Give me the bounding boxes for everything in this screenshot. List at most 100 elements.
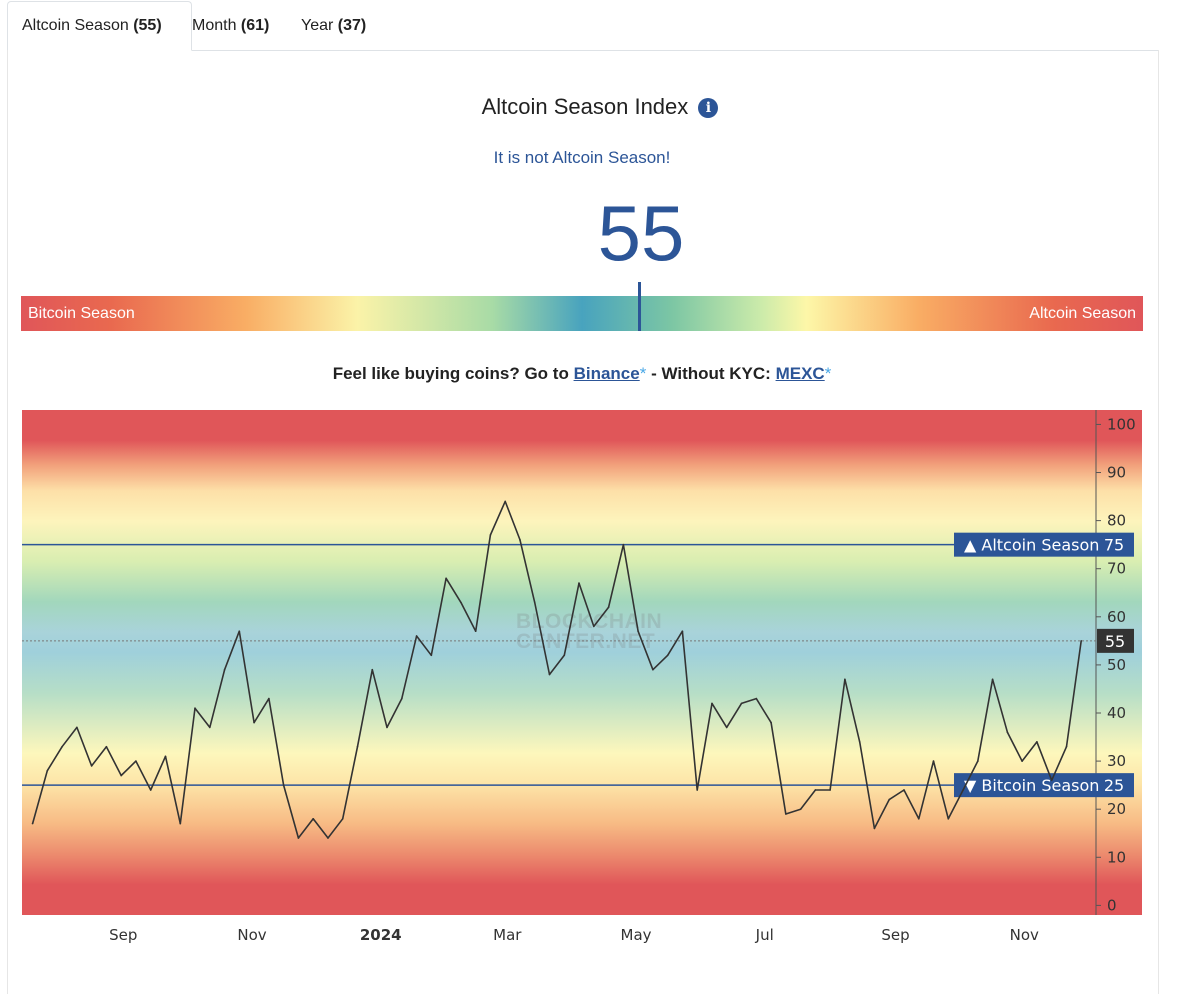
data-point <box>341 818 344 820</box>
y-tick-label: 80 <box>1107 512 1126 530</box>
data-point <box>1065 745 1068 748</box>
current-value-tag <box>1097 628 1134 653</box>
tab-month[interactable]: Month (61) <box>192 2 269 49</box>
y-tick-label: 90 <box>1107 464 1126 482</box>
data-point <box>474 630 477 633</box>
data-point <box>430 654 433 657</box>
threshold-label: ▼ Bitcoin Season <box>964 776 1099 795</box>
info-icon[interactable]: i <box>698 98 719 118</box>
y-tick-label: 70 <box>1107 560 1126 578</box>
season-gauge: Bitcoin Season Altcoin Season <box>21 282 1143 331</box>
x-tick-label: Sep <box>109 926 137 944</box>
data-point <box>814 789 817 791</box>
tab-altcoin-season[interactable]: Altcoin Season (55) <box>7 1 192 51</box>
data-point <box>297 837 300 839</box>
gauge-marker <box>638 282 641 331</box>
index-value: 55 <box>597 189 685 277</box>
data-point <box>962 789 964 791</box>
data-point <box>105 745 108 748</box>
x-tick-label: 2024 <box>360 926 402 944</box>
data-point <box>844 678 846 681</box>
data-point <box>415 635 418 637</box>
data-point <box>149 789 152 791</box>
gauge-right-label: Altcoin Season <box>1029 305 1136 322</box>
x-tick-label: Jul <box>755 926 774 944</box>
data-point <box>31 822 34 825</box>
data-point <box>740 702 743 705</box>
binance-link[interactable]: Binance <box>573 364 640 383</box>
tab-bar: Altcoin Season (55) Month (61) Year (37) <box>7 0 1158 51</box>
data-point <box>371 668 374 671</box>
threshold-tag <box>954 532 1134 557</box>
data-point <box>785 813 787 815</box>
y-tick-label: 100 <box>1107 415 1136 433</box>
tab-count: (61) <box>240 17 270 34</box>
data-point <box>829 789 831 791</box>
data-point <box>282 784 285 786</box>
data-point <box>208 726 211 729</box>
data-point <box>489 534 492 536</box>
tab-count: (55) <box>133 17 162 34</box>
promo-middle: - Without KYC: <box>651 364 771 383</box>
mexc-star: * <box>824 364 832 383</box>
data-point <box>578 582 580 584</box>
data-point <box>873 827 876 830</box>
data-point <box>858 741 861 743</box>
data-point <box>977 760 979 762</box>
data-point <box>194 707 196 709</box>
x-tick-label: Mar <box>493 926 522 944</box>
promo-line: Feel like buying coins? Go to Binance* -… <box>0 364 1164 384</box>
gauge-left-label: Bitcoin Season <box>28 305 135 322</box>
data-point <box>1050 779 1053 782</box>
threshold-value: 75 <box>1104 536 1124 555</box>
data-point <box>548 673 551 676</box>
data-point <box>652 668 654 671</box>
data-point <box>312 818 314 820</box>
threshold-value: 25 <box>1104 776 1124 795</box>
y-tick-label: 40 <box>1107 704 1126 722</box>
tab-count: (37) <box>337 17 367 34</box>
data-point <box>563 654 566 657</box>
tab-label: Altcoin Season <box>22 17 129 34</box>
data-point <box>356 745 359 748</box>
data-point <box>238 630 241 633</box>
data-point <box>681 630 684 633</box>
altcoin-season-chart: 0 10 20 30 40 50 60 70 80 90 100 Sep Nov 2024 Mar May Ju… <box>22 410 1136 944</box>
x-tick-label: Nov <box>1010 926 1039 944</box>
data-point <box>445 577 447 580</box>
current-value-label: 55 <box>1105 632 1125 651</box>
data-point <box>519 539 521 541</box>
data-point <box>253 721 255 724</box>
y-tick-label: 20 <box>1107 800 1126 818</box>
mexc-link[interactable]: MEXC <box>775 364 825 383</box>
tab-label: Month <box>192 17 237 34</box>
tab-label: Year <box>301 17 334 34</box>
data-point <box>179 822 182 825</box>
watermark: BLOCKCHAIN CENTER.NET <box>516 610 663 653</box>
data-point <box>268 697 270 700</box>
chart-background <box>22 410 1142 915</box>
data-point <box>622 543 625 546</box>
data-point <box>932 760 935 762</box>
data-point <box>164 755 167 758</box>
x-tick-label: Sep <box>881 926 909 944</box>
data-point <box>504 500 506 503</box>
y-tick-label: 10 <box>1107 848 1126 866</box>
data-point <box>917 818 920 820</box>
page-title: Altcoin Season Index i <box>0 94 1200 120</box>
data-point <box>1080 640 1083 642</box>
data-point <box>607 606 610 608</box>
data-point <box>725 726 728 729</box>
data-point <box>888 798 891 801</box>
tab-year[interactable]: Year (37) <box>301 2 366 49</box>
y-tick-label: 50 <box>1107 656 1126 674</box>
data-point <box>1021 760 1023 762</box>
series-line <box>31 500 1082 839</box>
data-point <box>755 697 758 700</box>
data-point <box>711 702 713 705</box>
season-status: It is not Altcoin Season! <box>493 148 671 167</box>
data-point <box>1006 731 1009 734</box>
y-tick-label: 60 <box>1107 608 1126 626</box>
index-title-text: Altcoin Season Index <box>481 94 689 119</box>
data-point <box>386 726 388 729</box>
